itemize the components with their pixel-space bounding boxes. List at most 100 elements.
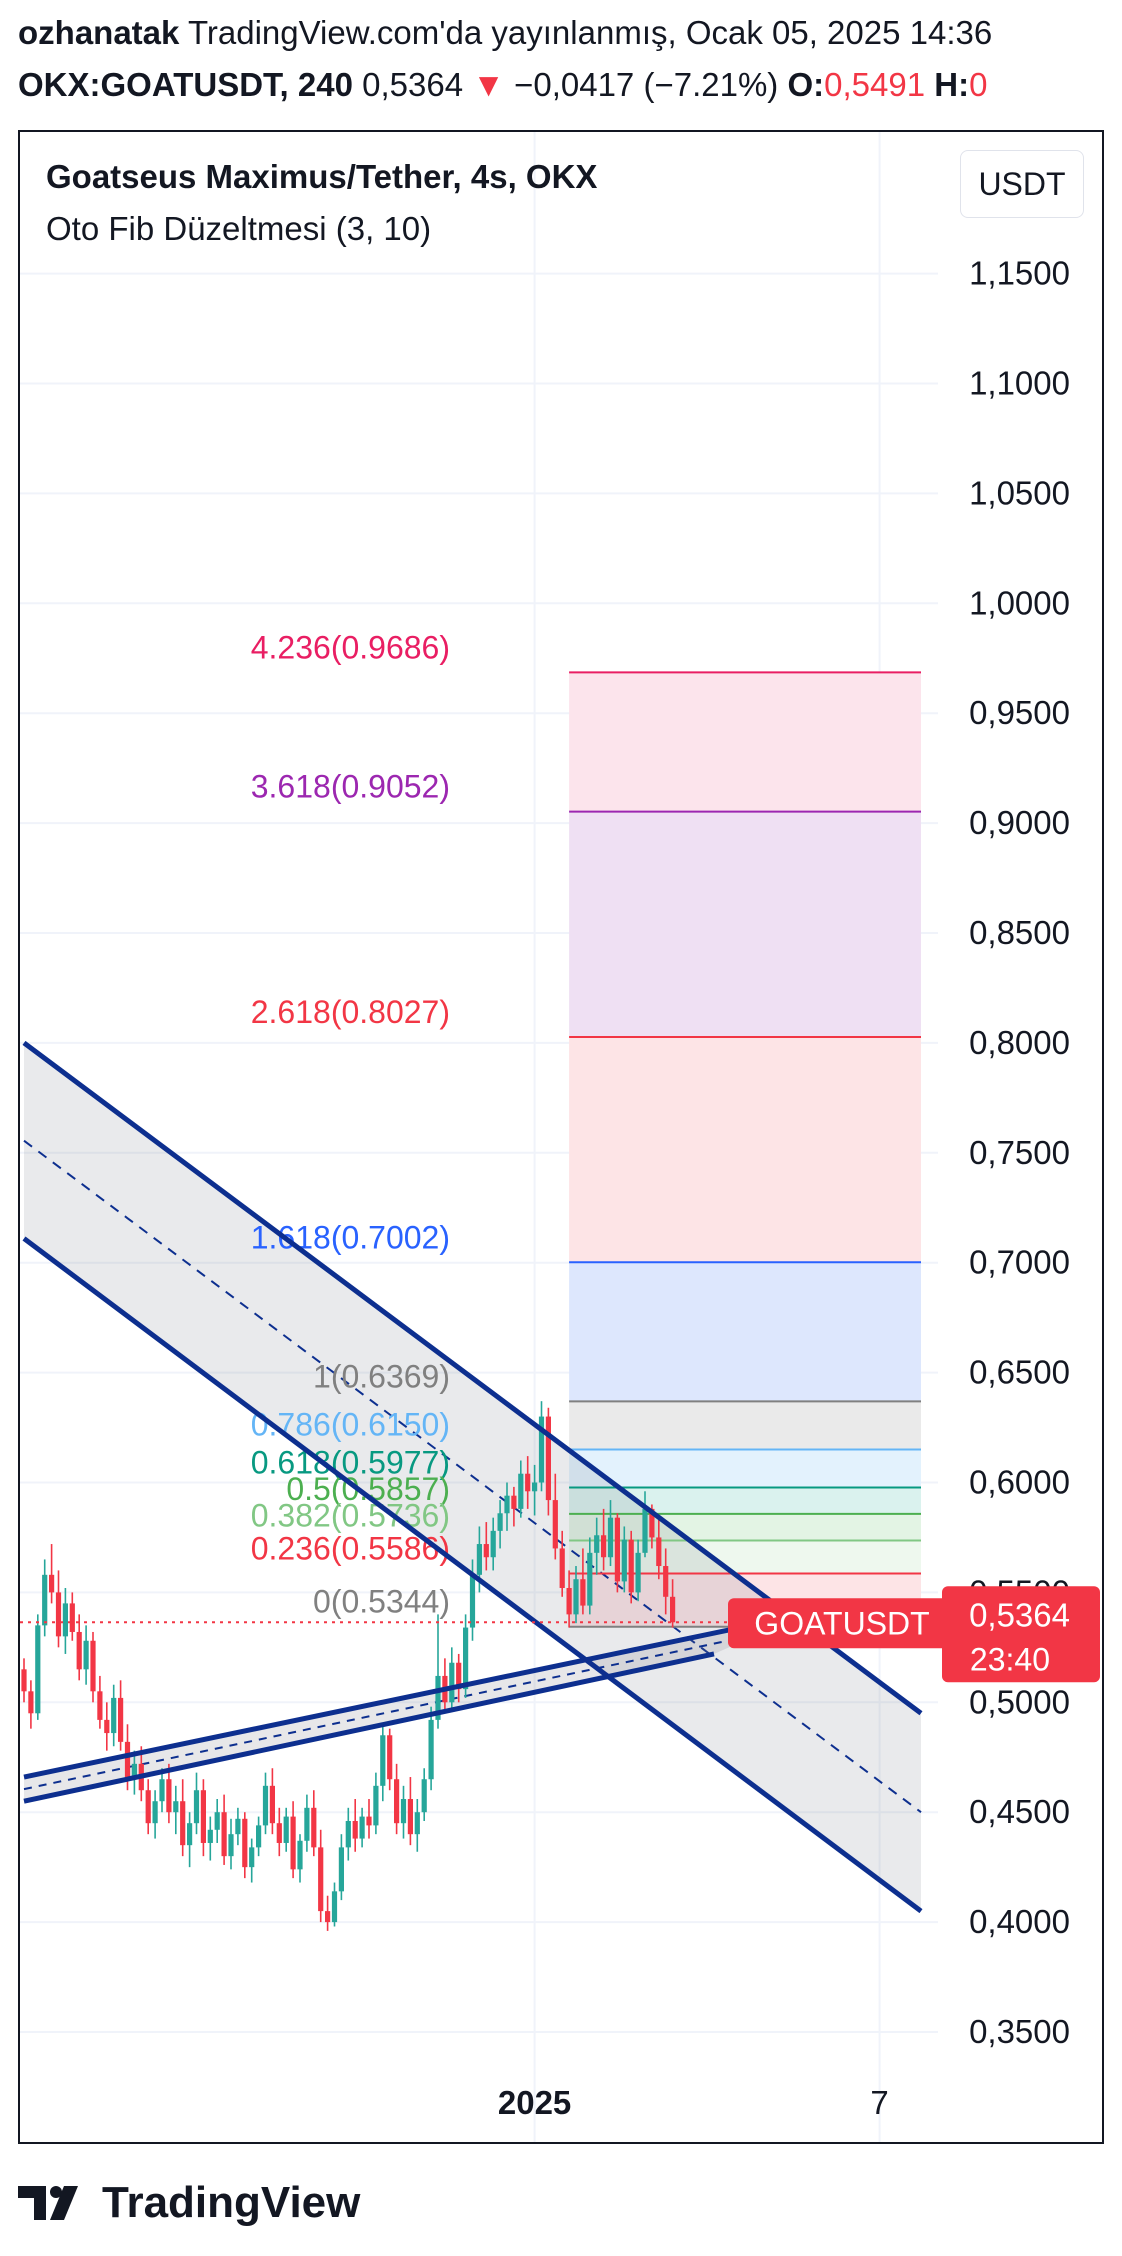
candle-body[interactable] [428, 1719, 434, 1780]
candle-body[interactable] [352, 1820, 358, 1839]
candle-body[interactable] [173, 1801, 179, 1813]
candle-body[interactable] [104, 1719, 110, 1734]
candle-body[interactable] [580, 1579, 586, 1606]
indicator-legend[interactable]: Oto Fib Düzeltmesi (3, 10) [46, 210, 432, 247]
candle-body[interactable] [290, 1816, 296, 1870]
candle-body[interactable] [587, 1552, 593, 1606]
author-name[interactable]: ozhanatak [18, 14, 180, 51]
candle-body[interactable] [49, 1574, 55, 1593]
candle-body[interactable] [83, 1640, 89, 1670]
candle-body[interactable] [200, 1790, 206, 1843]
candle-body[interactable] [159, 1779, 165, 1802]
candle-body[interactable] [297, 1840, 303, 1870]
candle-body[interactable] [269, 1785, 275, 1824]
candle-body[interactable] [559, 1548, 565, 1589]
candle-body[interactable] [111, 1697, 117, 1734]
candle-body[interactable] [476, 1544, 482, 1575]
candle-body[interactable] [628, 1539, 634, 1593]
candle-body[interactable] [497, 1513, 503, 1531]
chart-canvas[interactable]: 4.236(0.9686) 3.618(0.9052) 2.618(0.8027) 1… [20, 132, 1102, 2142]
candle-body[interactable] [642, 1508, 648, 1553]
candle-body[interactable] [345, 1820, 351, 1848]
candle-body[interactable] [483, 1544, 489, 1558]
candle-body[interactable] [366, 1816, 372, 1826]
candle-body[interactable] [131, 1763, 137, 1780]
candle-body[interactable] [607, 1517, 614, 1558]
candle-body[interactable] [449, 1662, 455, 1703]
candle-body[interactable] [463, 1627, 469, 1690]
candle-body[interactable] [276, 1823, 282, 1843]
price-tag[interactable] [942, 1586, 1100, 1683]
candle-body[interactable] [532, 1482, 538, 1492]
candle-body[interactable] [594, 1535, 600, 1553]
candle-body[interactable] [663, 1566, 669, 1597]
candle-body[interactable] [228, 1834, 234, 1857]
candle-body[interactable] [124, 1741, 131, 1780]
candle-body[interactable] [331, 1891, 338, 1923]
candle-body[interactable] [511, 1495, 517, 1509]
candle-body[interactable] [242, 1818, 248, 1868]
candle-body[interactable] [504, 1495, 510, 1514]
candle-body[interactable] [325, 1911, 331, 1923]
candle-body[interactable] [76, 1631, 82, 1670]
candle-body[interactable] [400, 1799, 407, 1824]
candle-body[interactable] [62, 1603, 68, 1637]
candle-body[interactable] [573, 1579, 579, 1615]
candle-body[interactable] [621, 1539, 627, 1582]
candle-body[interactable] [90, 1640, 96, 1692]
candle-body[interactable] [235, 1818, 241, 1835]
candle-body[interactable] [538, 1416, 545, 1483]
candle-body[interactable] [525, 1473, 531, 1492]
candle-body[interactable] [601, 1535, 607, 1558]
candle-body[interactable] [283, 1816, 289, 1843]
candle-body[interactable] [55, 1592, 62, 1637]
channel-lower-line[interactable] [22, 1236, 923, 1914]
candle-body[interactable] [166, 1779, 172, 1813]
candle-body[interactable] [490, 1530, 496, 1558]
candle-body[interactable] [311, 1807, 317, 1848]
candle-body[interactable] [318, 1847, 324, 1912]
candle-body[interactable] [566, 1588, 572, 1615]
candle-body[interactable] [394, 1779, 400, 1824]
candle-body[interactable] [69, 1603, 75, 1632]
candle-body[interactable] [304, 1807, 310, 1841]
candle-body[interactable] [207, 1829, 213, 1843]
candle-body[interactable] [180, 1801, 186, 1846]
footer-logo[interactable]: TradingView [18, 2178, 360, 2228]
candle-body[interactable] [35, 1625, 41, 1714]
candle-body[interactable] [193, 1790, 200, 1824]
candle-body[interactable] [421, 1779, 427, 1813]
candle-body[interactable] [670, 1596, 676, 1623]
candle-body[interactable] [187, 1823, 193, 1846]
chart-panel[interactable]: 4.236(0.9686) 3.618(0.9052) 2.618(0.8027) 1… [18, 130, 1104, 2144]
currency-button[interactable]: USDT [960, 150, 1084, 218]
candle-body[interactable] [545, 1416, 551, 1501]
candle-body[interactable] [262, 1785, 269, 1826]
candle-body[interactable] [518, 1473, 524, 1509]
candle-body[interactable] [552, 1500, 558, 1549]
candle-body[interactable] [649, 1508, 655, 1538]
candle-body[interactable] [380, 1735, 386, 1786]
candle-body[interactable] [145, 1790, 151, 1824]
candle-body[interactable] [97, 1691, 103, 1720]
candle-body[interactable] [21, 1669, 27, 1692]
candle-body[interactable] [214, 1812, 220, 1830]
candle-body[interactable] [387, 1735, 393, 1780]
candle-body[interactable] [656, 1537, 662, 1567]
candle-body[interactable] [28, 1691, 34, 1714]
candle-body[interactable] [614, 1517, 620, 1582]
candle-body[interactable] [42, 1574, 48, 1626]
candle-body[interactable] [456, 1662, 462, 1690]
ascending-upper-line[interactable] [23, 1611, 805, 1780]
candle-body[interactable] [435, 1675, 441, 1720]
candle-body[interactable] [118, 1697, 124, 1742]
candle-body[interactable] [414, 1812, 420, 1835]
candle-body[interactable] [221, 1812, 227, 1857]
candle-body[interactable] [359, 1816, 365, 1839]
candle-body[interactable] [407, 1799, 413, 1835]
candle-body[interactable] [635, 1552, 641, 1593]
candle-body[interactable] [256, 1825, 262, 1848]
candle-body[interactable] [338, 1847, 344, 1892]
ascending-lower-line[interactable] [23, 1651, 715, 1804]
symbol-tag[interactable] [728, 1598, 956, 1649]
